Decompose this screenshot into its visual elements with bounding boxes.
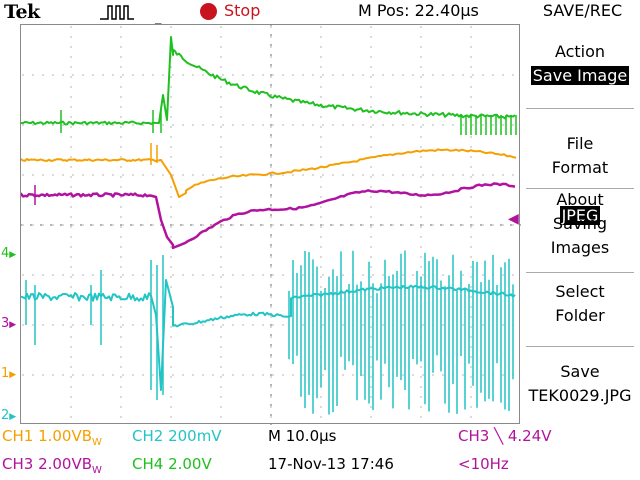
trigger-readout: CH3 ╲ 4.24V — [458, 427, 552, 445]
graticule — [21, 25, 521, 425]
menu-action-label: Action — [554, 42, 606, 61]
run-state-label: Stop — [224, 1, 261, 20]
menu-save-filename: TEK0029.JPG — [528, 386, 632, 405]
ch3-scale-readout: CH3 2.00VBW — [2, 455, 102, 476]
menu-file-format[interactable]: File Format JPEG — [520, 108, 640, 252]
menu-action[interactable]: Action Save Image — [520, 40, 640, 88]
menu-select-folder-label: Select Folder — [555, 282, 605, 325]
brand-logo: Tek — [4, 1, 40, 23]
stop-indicator-icon — [200, 3, 217, 20]
menu-save[interactable]: Save TEK0029.JPG — [520, 360, 640, 408]
menu-about-saving[interactable]: About Saving Images — [520, 188, 640, 260]
ch1-scale-readout: CH1 1.00VBW — [2, 427, 102, 448]
trigger-level-arrow-icon: ◀ — [508, 211, 519, 227]
side-menu: Action Save Image File Format JPEG About… — [520, 24, 640, 424]
menu-action-value: Save Image — [530, 66, 630, 85]
ch2-ground-marker: 2▶ — [1, 408, 17, 423]
ch1-ground-marker: 1▶ — [1, 366, 17, 381]
ch2-scale-readout: CH2 200mV — [132, 427, 222, 445]
ch1-spikes — [150, 143, 158, 165]
menu-about-saving-label: About Saving Images — [550, 190, 610, 257]
menu-file-format-value: JPEG — [559, 206, 601, 225]
ch4-waveform — [21, 36, 516, 126]
trigger-frequency-readout: <10Hz — [458, 455, 509, 473]
ch4-ground-marker: 4▶ — [1, 246, 17, 261]
timebase-readout: M 10.0µs — [268, 427, 337, 445]
ch1-waveform — [21, 148, 517, 198]
channel-status-bar: CH1 1.00VBW CH2 200mV M 10.0µs CH3 ╲ 4.2… — [0, 424, 640, 480]
ch4-spikes — [60, 110, 517, 135]
menu-save-label: Save — [560, 362, 600, 381]
waveform-display — [20, 24, 521, 425]
pulse-waveform-icon — [100, 5, 134, 20]
ch3-waveform — [21, 182, 516, 250]
horizontal-position-readout: M Pos: 22.40µs — [358, 1, 479, 20]
status-bar: Tek Stop M Pos: 22.40µs SAVE/REC — [0, 0, 640, 24]
ch4-scale-readout: CH4 2.00V — [132, 455, 212, 473]
ch3-ground-marker: 3▶ — [1, 316, 17, 331]
menu-select-folder[interactable]: Select Folder — [520, 280, 640, 328]
menu-title: SAVE/REC — [542, 1, 623, 20]
menu-file-format-label: File Format — [551, 134, 609, 177]
ch2-waveform — [21, 279, 516, 391]
ch2-bursts — [25, 250, 514, 415]
datetime-readout: 17-Nov-13 17:46 — [268, 455, 394, 473]
